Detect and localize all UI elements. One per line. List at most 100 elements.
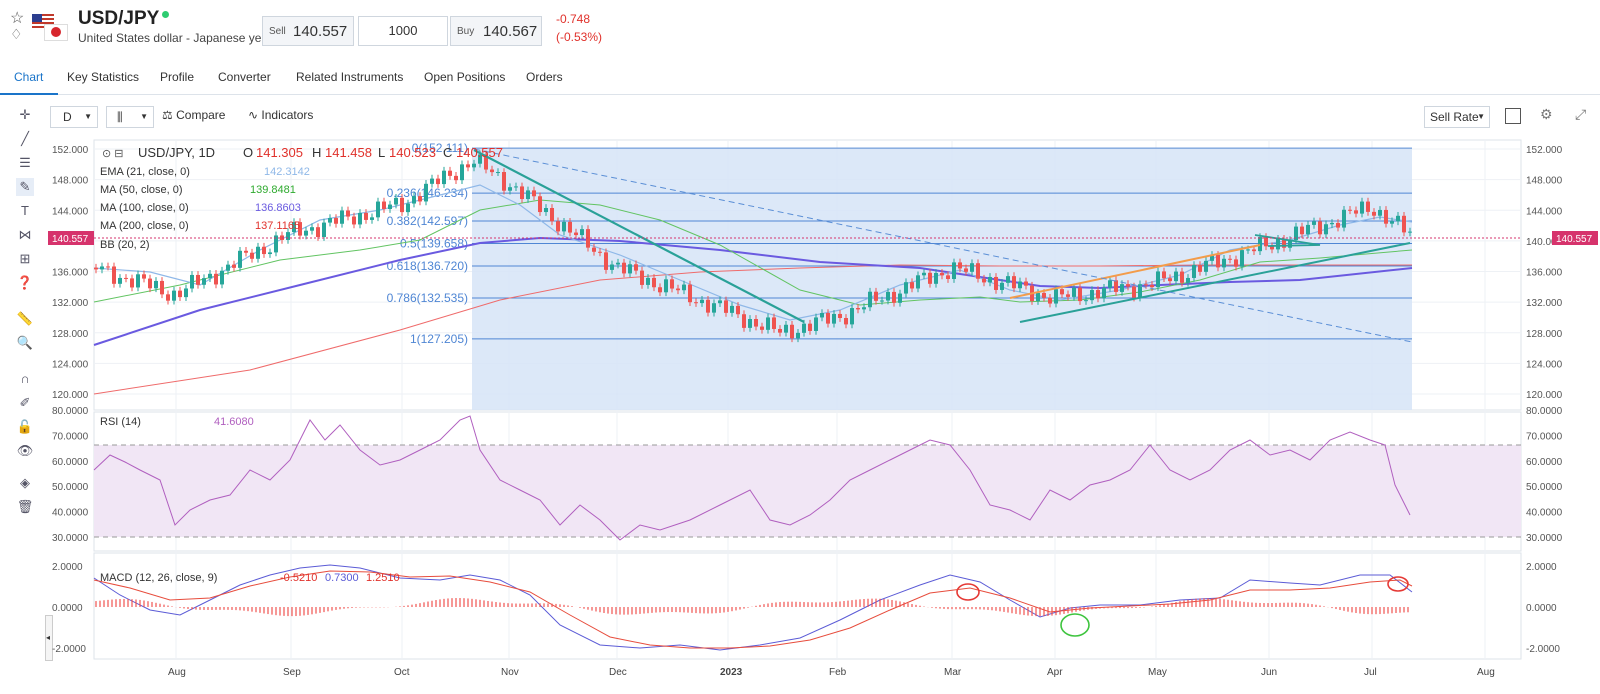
candle-body	[952, 262, 956, 279]
time-axis-label: May	[1148, 667, 1167, 678]
rate-select[interactable]: Sell Rate ▼	[1424, 106, 1490, 128]
help-icon[interactable]: ❓	[16, 275, 34, 290]
ma200-label: MA (200, close, 0)	[100, 220, 189, 232]
candle-body	[988, 276, 992, 283]
text-icon[interactable]: T	[21, 203, 29, 218]
rsi-axis-label-right: 80.0000	[1526, 406, 1563, 417]
timeframe-select[interactable]: D ▼	[50, 106, 98, 128]
time-axis-label: Aug	[168, 667, 186, 678]
candle-body	[208, 273, 212, 279]
magnet-icon[interactable]: ∩	[20, 371, 30, 386]
brush-icon[interactable]: ✎	[16, 178, 34, 196]
time-axis-label: Jul	[1364, 667, 1377, 678]
candle-body	[976, 263, 980, 279]
candle-body	[1408, 231, 1412, 233]
ruler-icon[interactable]: 📏	[16, 311, 34, 326]
candle-body	[808, 323, 812, 331]
candle-body	[292, 222, 296, 233]
layers-icon[interactable]: ◈	[20, 475, 30, 490]
tab-profile[interactable]: Profile	[160, 70, 195, 84]
pattern-icon[interactable]: ⋈	[18, 227, 32, 242]
zoom-icon[interactable]: 🔍	[16, 335, 34, 350]
symbol-name: United States dollar - Japanese yen	[78, 31, 269, 45]
candle-body	[910, 282, 914, 289]
tab-key-statistics[interactable]: Key Statistics	[67, 70, 140, 84]
candle-body	[1324, 224, 1328, 235]
trash-icon[interactable]: 🗑	[16, 499, 34, 514]
candle-body	[250, 252, 254, 259]
macd-axis-label-left: 2.0000	[52, 562, 83, 573]
candle-body	[1000, 282, 1004, 290]
crosshair-icon[interactable]: ✛	[19, 107, 31, 122]
sell-button[interactable]: Sell 140.557	[262, 16, 354, 46]
pencil-lock-icon[interactable]: ✐	[19, 395, 31, 410]
price-axis-label-right: 124.000	[1526, 359, 1563, 370]
rsi-axis-label-left: 60.0000	[52, 457, 89, 468]
candle-body	[304, 230, 308, 236]
buy-button[interactable]: Buy 140.567	[450, 16, 542, 46]
rsi-axis-label-left: 80.0000	[52, 406, 89, 417]
candle-body	[1096, 290, 1100, 299]
tab-converter[interactable]: Converter	[218, 70, 271, 84]
macd-axis-label-right: -2.0000	[1526, 644, 1560, 655]
candle-body	[412, 196, 416, 204]
expand-icon[interactable]: ⤢	[1575, 106, 1587, 122]
candle-body	[1348, 209, 1352, 211]
candle-body	[1132, 286, 1136, 298]
ma50-line	[93, 199, 1413, 306]
candle-body	[700, 299, 704, 304]
candle-body	[958, 262, 962, 269]
chart-type-select[interactable]: ⫼ ▼	[106, 106, 154, 128]
candle-body	[178, 290, 182, 298]
rsi-label: RSI (14)	[100, 416, 141, 428]
candle-body	[970, 263, 974, 272]
tab-related-instruments[interactable]: Related Instruments	[296, 70, 404, 84]
alert-bell-icon[interactable]: ♢	[10, 26, 23, 42]
candle-body	[1138, 284, 1142, 298]
gann-icon[interactable]: ⊞	[19, 251, 31, 266]
horizontal-lines-icon[interactable]: ☰	[19, 155, 31, 170]
candle-body	[1360, 201, 1364, 214]
candle-body	[490, 169, 494, 173]
candle-body	[820, 313, 824, 318]
indicators-button[interactable]: ∿ Indicators	[248, 108, 313, 122]
annotation-red-circle-2	[1387, 576, 1409, 592]
candle-body	[442, 170, 446, 185]
candle-body	[868, 291, 872, 308]
tab-orders[interactable]: Orders	[526, 70, 563, 84]
lock-icon[interactable]: 🔓	[16, 419, 34, 434]
favorite-star-icon[interactable]: ☆	[10, 10, 25, 27]
candle-body	[1330, 222, 1334, 225]
timeframe-value: D	[63, 110, 72, 124]
quantity-input[interactable]: 1000	[358, 16, 448, 46]
trend-line-icon[interactable]: ╱	[21, 131, 29, 146]
collapse-legend-icon[interactable]: ⊙ ⊟	[102, 148, 124, 160]
candle-body	[1294, 226, 1298, 241]
macd-axis-label-left: -2.0000	[52, 644, 86, 655]
macd-axis-label-right: 0.0000	[1526, 603, 1557, 614]
tab-chart[interactable]: Chart	[14, 70, 44, 84]
candle-body	[844, 317, 848, 325]
candle-body	[1336, 222, 1340, 228]
chevron-down-icon: ▼	[1477, 112, 1485, 121]
fullscreen-box-icon[interactable]	[1505, 108, 1521, 124]
current-price-tag-left-text: 140.557	[52, 234, 89, 245]
time-axis-label: Apr	[1047, 667, 1063, 678]
candle-body	[1186, 277, 1190, 283]
eye-icon[interactable]: 👁	[16, 443, 34, 458]
settings-gear-icon[interactable]: ⚙	[1540, 106, 1553, 122]
candle-body	[652, 277, 656, 288]
candle-body	[244, 250, 248, 253]
triangle-pattern	[1254, 234, 1321, 247]
collapse-panel-handle[interactable]: ◂	[45, 615, 53, 661]
compare-button[interactable]: ⚖ Compare	[162, 108, 225, 122]
tab-open-positions[interactable]: Open Positions	[424, 70, 506, 84]
current-price-tag-left	[48, 231, 94, 245]
candle-body	[676, 288, 680, 291]
rsi-axis-label-left: 70.0000	[52, 431, 89, 442]
candle-body	[760, 326, 764, 330]
buy-price: 140.567	[483, 23, 538, 40]
candle-body	[514, 186, 518, 188]
indicators-label: Indicators	[261, 108, 314, 122]
